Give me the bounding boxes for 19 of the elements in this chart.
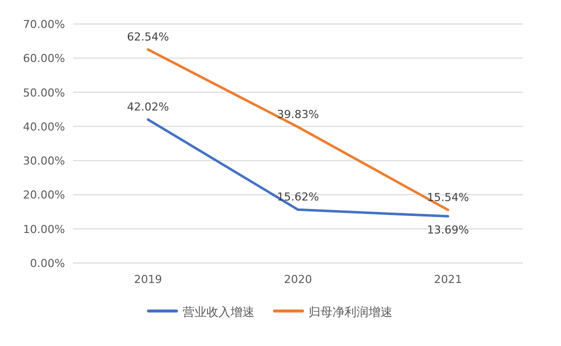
- y-tick-label: 30.00%: [23, 154, 65, 168]
- y-tick-label: 70.00%: [23, 18, 65, 31]
- data-label: 15.62%: [277, 190, 319, 204]
- x-tick-label: 2021: [434, 273, 462, 286]
- data-label: 13.69%: [427, 223, 469, 236]
- data-label: 39.83%: [277, 108, 319, 122]
- y-tick-label: 20.00%: [23, 188, 65, 202]
- data-label: 15.54%: [427, 190, 469, 204]
- y-tick-label: 50.00%: [23, 86, 65, 100]
- legend-label: 归母净利润增速: [308, 305, 392, 319]
- x-tick-label: 2019: [134, 273, 162, 286]
- legend-label: 营业收入增速: [182, 305, 254, 319]
- x-tick-label: 2020: [284, 273, 312, 286]
- y-tick-label: 10.00%: [23, 222, 65, 236]
- data-label: 42.02%: [127, 100, 169, 114]
- y-tick-label: 40.00%: [23, 120, 65, 134]
- data-label: 62.54%: [127, 30, 169, 44]
- y-tick-label: 60.00%: [23, 52, 65, 66]
- y-tick-label: 0.00%: [30, 257, 65, 270]
